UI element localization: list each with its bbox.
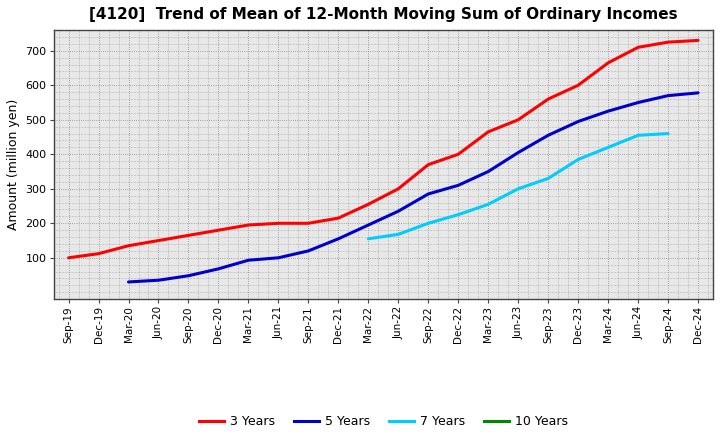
7 Years xyxy=(424,220,433,226)
7 Years xyxy=(364,236,373,242)
5 Years xyxy=(604,109,613,114)
7 Years xyxy=(484,202,492,207)
7 Years xyxy=(634,132,642,138)
5 Years xyxy=(634,100,642,105)
5 Years xyxy=(184,273,193,279)
5 Years xyxy=(154,278,163,283)
3 Years xyxy=(574,83,582,88)
5 Years xyxy=(214,266,222,271)
3 Years xyxy=(184,233,193,238)
5 Years xyxy=(274,255,283,260)
3 Years xyxy=(304,220,312,226)
7 Years xyxy=(574,157,582,162)
3 Years xyxy=(484,129,492,135)
3 Years xyxy=(334,216,343,221)
7 Years xyxy=(544,176,552,181)
3 Years xyxy=(634,45,642,50)
5 Years xyxy=(544,132,552,138)
3 Years xyxy=(154,238,163,243)
3 Years xyxy=(94,251,103,256)
Line: 3 Years: 3 Years xyxy=(68,40,698,258)
3 Years xyxy=(424,162,433,167)
3 Years xyxy=(64,255,73,260)
3 Years xyxy=(124,243,132,248)
7 Years xyxy=(454,212,462,217)
3 Years xyxy=(244,222,253,227)
3 Years xyxy=(454,152,462,157)
Legend: 3 Years, 5 Years, 7 Years, 10 Years: 3 Years, 5 Years, 7 Years, 10 Years xyxy=(194,410,573,433)
3 Years xyxy=(274,220,283,226)
3 Years xyxy=(364,202,373,207)
Line: 5 Years: 5 Years xyxy=(128,93,698,282)
5 Years xyxy=(124,279,132,285)
5 Years xyxy=(484,169,492,174)
5 Years xyxy=(514,150,523,155)
7 Years xyxy=(394,232,402,237)
5 Years xyxy=(454,183,462,188)
5 Years xyxy=(364,222,373,227)
3 Years xyxy=(214,227,222,233)
3 Years xyxy=(394,186,402,191)
7 Years xyxy=(664,131,672,136)
3 Years xyxy=(544,96,552,102)
5 Years xyxy=(334,236,343,242)
5 Years xyxy=(424,191,433,197)
7 Years xyxy=(604,145,613,150)
Y-axis label: Amount (million yen): Amount (million yen) xyxy=(7,99,20,230)
Line: 7 Years: 7 Years xyxy=(369,134,668,239)
3 Years xyxy=(694,38,703,43)
3 Years xyxy=(664,40,672,45)
5 Years xyxy=(244,257,253,263)
5 Years xyxy=(394,209,402,214)
3 Years xyxy=(604,60,613,66)
7 Years xyxy=(514,186,523,191)
3 Years xyxy=(514,117,523,122)
5 Years xyxy=(694,90,703,95)
5 Years xyxy=(304,248,312,253)
5 Years xyxy=(664,93,672,98)
Title: [4120]  Trend of Mean of 12-Month Moving Sum of Ordinary Incomes: [4120] Trend of Mean of 12-Month Moving … xyxy=(89,7,678,22)
5 Years xyxy=(574,119,582,124)
